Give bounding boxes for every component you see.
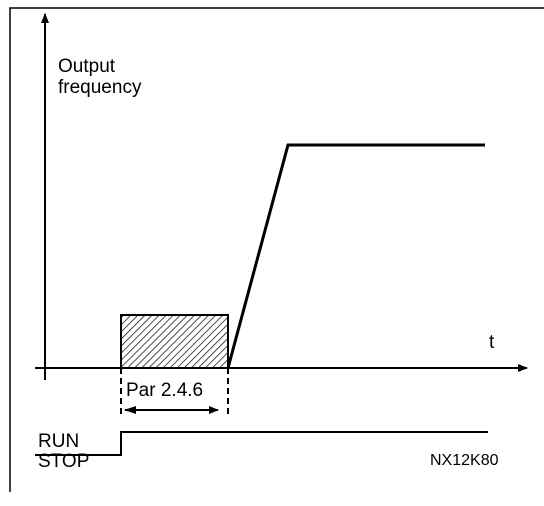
run-stop-signal: [35, 431, 488, 456]
stop-label: STOP: [38, 451, 89, 472]
figure-id: NX12K80: [430, 452, 499, 469]
y-axis-label: Output: [58, 56, 116, 77]
x-axis-label: t: [489, 332, 495, 353]
run-label: RUN: [38, 431, 79, 452]
y-axis-label: frequency: [58, 77, 142, 98]
hatched-block: [120, 314, 229, 369]
parameter-label: Par 2.4.6: [126, 380, 203, 401]
frame: [9, 7, 544, 492]
frequency-curve: [226, 143, 485, 369]
